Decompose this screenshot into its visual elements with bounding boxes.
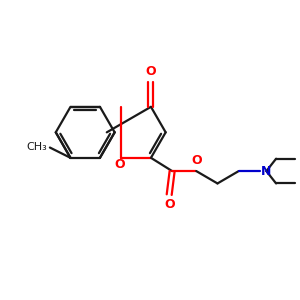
Text: O: O xyxy=(146,65,156,78)
Text: N: N xyxy=(260,165,271,178)
Text: CH₃: CH₃ xyxy=(27,142,47,152)
Text: O: O xyxy=(164,198,175,211)
Text: O: O xyxy=(115,158,125,171)
Text: O: O xyxy=(191,154,202,167)
